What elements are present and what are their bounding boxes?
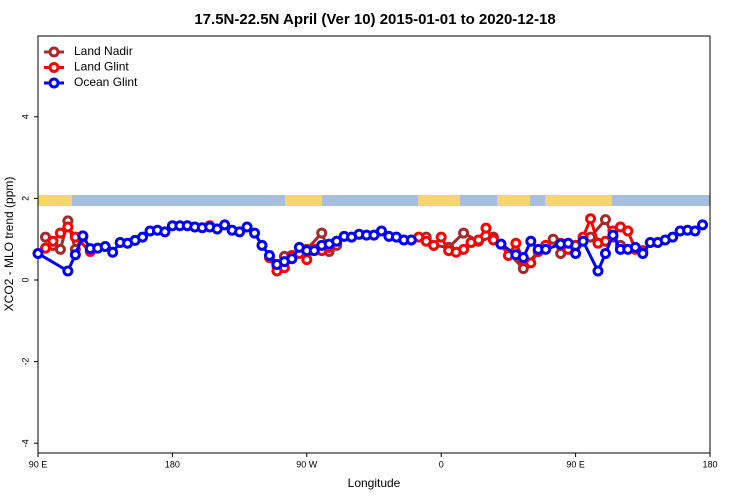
y-tick-label: -4 [20,439,30,447]
data-point [54,227,66,239]
land-band [418,195,460,206]
x-tick-label: 90 E [29,459,48,469]
x-tick-label: 0 [439,459,444,469]
data-point [107,246,119,258]
data-point [577,235,589,247]
data-point [517,263,529,275]
x-axis-label: Longitude [348,476,401,490]
data-point [62,221,74,233]
data-point [263,250,275,262]
data-point [458,243,470,255]
legend-marker [48,62,60,73]
data-point [689,225,701,237]
chart-title: 17.5N-22.5N April (Ver 10) 2015-01-01 to… [194,11,555,28]
data-point [375,225,387,237]
data-point [62,265,74,277]
data-point [286,253,298,265]
data-point [510,237,522,249]
y-axis-label: XCO2 - MLO trend (ppm) [2,177,16,312]
data-point [667,231,679,243]
data-point [39,242,51,254]
legend-label: Land Nadir [74,44,133,58]
x-tick-label: 90 E [566,459,585,469]
data-point [525,235,537,247]
ocean-band [38,195,710,206]
land-strip [38,195,710,206]
data-point [599,247,611,259]
data-point [592,265,604,277]
legend-marker [48,77,60,89]
data-point [99,241,111,253]
data-point [32,247,44,259]
data-point [234,226,246,238]
data-point [562,237,574,249]
data-point [525,257,537,269]
data-point [256,239,268,251]
land-band [38,195,72,206]
data-point [517,252,529,264]
y-tick-label: 4 [20,114,30,119]
data-point [585,213,597,225]
legend-marker [48,46,60,58]
land-band [497,195,530,206]
data-point [54,243,66,255]
y-tick-label: -2 [20,358,30,366]
x-tick-label: 180 [702,459,717,469]
data-point [495,238,507,250]
data-point [331,235,343,247]
data-point [607,229,619,241]
data-point [316,227,328,239]
data-point [458,227,470,239]
x-tick-label: 90 W [296,459,318,469]
x-tick-label: 180 [165,459,180,469]
data-point [599,214,611,226]
data-point [622,225,634,237]
plot-frame [37,35,711,454]
data-point [435,231,447,243]
data-point [629,241,641,253]
data-point [570,247,582,259]
y-tick-label: 2 [20,196,30,201]
legend-label: Land Glint [74,60,129,74]
data-point [77,230,89,242]
data-point [308,245,320,257]
land-band [545,195,612,206]
land-band [285,195,322,206]
data-point [241,221,253,233]
data-point [428,239,440,251]
data-point [137,231,149,243]
legend-label: Ocean Glint [74,75,138,89]
y-tick-label: 0 [20,277,30,282]
data-point [47,235,59,247]
data-point [219,219,231,231]
data-point [540,243,552,255]
data-point [405,234,417,246]
data-point [480,222,492,234]
data-point [159,226,171,238]
data-point [301,254,313,266]
data-point [69,249,81,261]
data-point [473,234,485,246]
data-point [697,219,709,231]
data-point [249,227,261,239]
data-point [637,247,649,259]
